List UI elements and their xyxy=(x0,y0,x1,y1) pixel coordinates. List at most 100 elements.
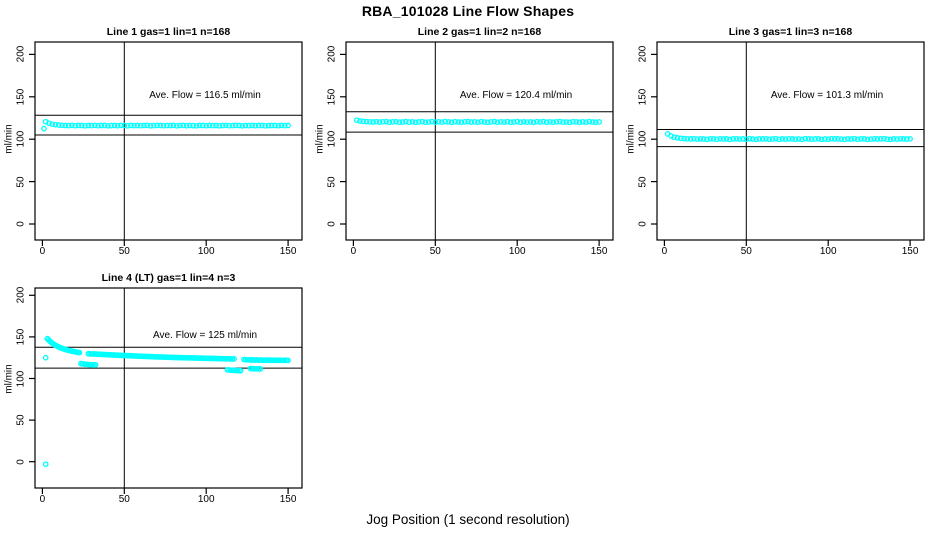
data-point xyxy=(285,357,291,364)
data-point xyxy=(412,119,419,126)
data-point xyxy=(432,119,439,126)
data-point xyxy=(91,122,98,129)
data-point xyxy=(265,122,272,129)
data-point xyxy=(743,136,750,143)
data-point xyxy=(841,136,848,143)
data-point xyxy=(422,119,429,126)
data-point xyxy=(671,134,678,141)
data-point xyxy=(573,119,580,125)
y-tick-label: 50 xyxy=(15,176,27,188)
data-point xyxy=(363,118,370,125)
data-point xyxy=(78,122,85,129)
data-point xyxy=(111,122,118,129)
data-point xyxy=(795,136,802,142)
data-point xyxy=(766,136,773,143)
data-point xyxy=(232,122,239,129)
data-point xyxy=(416,119,422,125)
data-point xyxy=(376,119,383,125)
data-point xyxy=(173,122,180,129)
y-axis-unit-label: ml/min xyxy=(3,124,15,154)
data-point xyxy=(399,119,406,125)
data-point xyxy=(494,119,501,126)
y-tick-label: 0 xyxy=(15,458,27,465)
plot-box xyxy=(345,41,614,241)
data-point xyxy=(704,136,710,143)
data-point xyxy=(808,136,815,142)
y-tick-label: 100 xyxy=(637,130,649,148)
data-point xyxy=(792,136,799,143)
data-point xyxy=(789,136,796,142)
data-point xyxy=(511,119,517,125)
data-point xyxy=(864,136,871,143)
data-point xyxy=(75,122,82,129)
data-point xyxy=(257,366,264,372)
data-point xyxy=(393,118,399,125)
data-point xyxy=(677,135,684,142)
data-point xyxy=(226,122,232,129)
data-point xyxy=(402,118,409,125)
data-point xyxy=(164,122,170,129)
data-point xyxy=(746,135,753,142)
data-point xyxy=(851,135,858,142)
data-point xyxy=(170,122,177,129)
data-point xyxy=(501,119,507,125)
data-point xyxy=(88,122,95,129)
data-point xyxy=(730,136,737,142)
data-point xyxy=(203,122,210,129)
plot-box xyxy=(656,41,925,241)
data-point xyxy=(442,118,448,125)
data-point xyxy=(92,362,99,368)
x-tick-label: 100 xyxy=(819,246,837,257)
data-point xyxy=(389,119,396,125)
data-point xyxy=(409,118,416,125)
subplot-2-annotation: Ave. Flow = 120.4 ml/min xyxy=(459,90,573,101)
data-point xyxy=(439,119,445,125)
data-point xyxy=(576,119,583,126)
data-point xyxy=(183,122,190,129)
y-tick-label: 150 xyxy=(326,88,338,106)
data-point xyxy=(366,118,373,125)
data-point xyxy=(82,122,88,129)
data-point xyxy=(167,122,174,129)
y-tick-label: 200 xyxy=(326,46,338,63)
data-point xyxy=(560,119,566,125)
data-point xyxy=(177,122,183,129)
y-tick-label: 0 xyxy=(326,221,338,227)
data-point xyxy=(236,122,242,129)
subplot-1-title: Line 1 gas=1 lin=1 n=168 xyxy=(106,26,231,38)
data-point xyxy=(907,136,913,142)
data-point xyxy=(687,136,694,142)
data-point xyxy=(216,122,223,129)
data-point xyxy=(710,136,717,142)
x-tick-label: 50 xyxy=(740,246,752,257)
data-point xyxy=(727,136,733,143)
data-point xyxy=(556,118,563,125)
data-point xyxy=(406,119,412,125)
data-point xyxy=(871,135,877,142)
data-point xyxy=(121,122,128,129)
data-point xyxy=(547,119,553,125)
data-point xyxy=(759,136,766,142)
data-point xyxy=(69,122,75,129)
x-tick-label: 100 xyxy=(197,246,215,257)
figure-title: RBA_101028 Line Flow Shapes xyxy=(361,3,575,19)
data-point xyxy=(756,136,763,142)
data-point xyxy=(900,136,907,142)
data-point xyxy=(357,118,363,124)
y-tick-label: 150 xyxy=(15,328,27,346)
data-point xyxy=(461,118,468,125)
data-point xyxy=(98,122,105,129)
data-point xyxy=(586,118,593,125)
data-point xyxy=(137,122,144,129)
data-point xyxy=(468,119,475,125)
data-point xyxy=(596,119,602,125)
data-point xyxy=(213,122,219,129)
data-point xyxy=(157,122,164,129)
data-point xyxy=(150,122,157,129)
data-point xyxy=(815,135,822,142)
data-point xyxy=(848,136,854,142)
y-tick-label: 150 xyxy=(637,88,649,106)
data-point xyxy=(180,122,187,129)
data-point xyxy=(786,135,792,142)
x-tick-label: 0 xyxy=(39,494,46,505)
